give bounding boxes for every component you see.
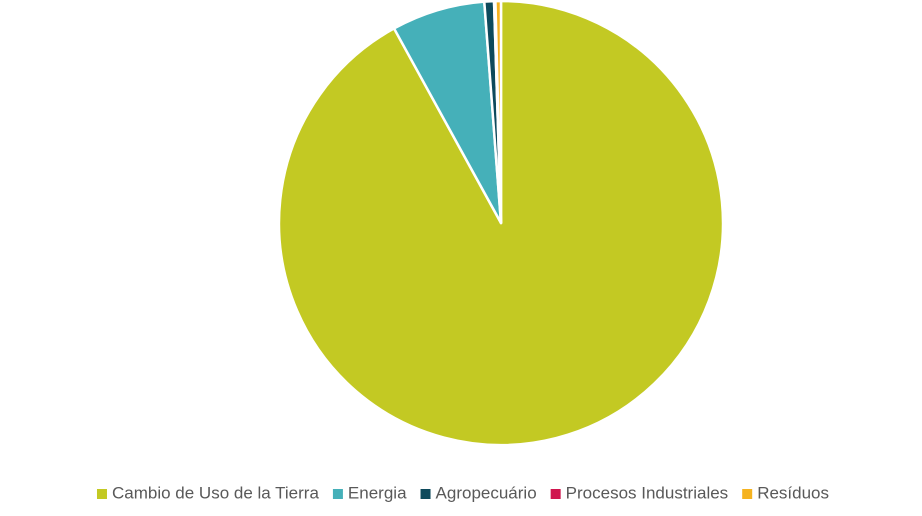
- legend-label: Resíduos: [757, 483, 829, 502]
- legend-label: Procesos Industriales: [566, 483, 729, 502]
- pie-slice: [277, 0, 725, 447]
- legend-label: Cambio de Uso de la Tierra: [112, 483, 319, 502]
- legend-swatch: [550, 489, 561, 499]
- legend-swatch: [332, 489, 343, 499]
- legend-label: Energia: [348, 483, 407, 502]
- legend: Cambio de Uso de la Tierra Energia Agropec…: [96, 483, 829, 502]
- pie-slice: [494, 0, 503, 225]
- legend-swatch: [742, 489, 753, 499]
- legend-label: Agropecuário: [436, 483, 537, 502]
- legend-swatch: [420, 489, 431, 499]
- legend-swatch: [96, 489, 107, 499]
